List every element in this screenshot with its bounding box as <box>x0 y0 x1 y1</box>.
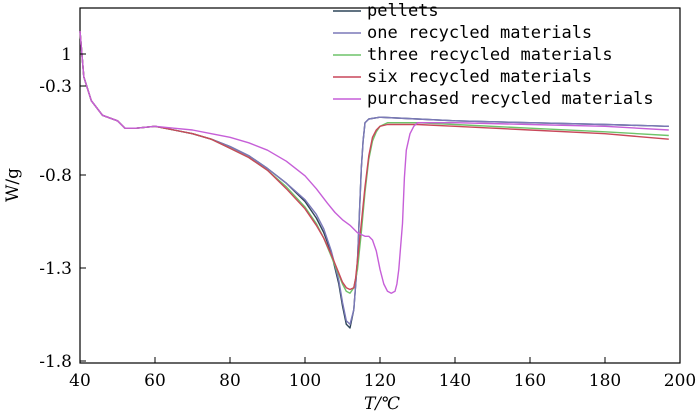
x-tick-label: 120 <box>364 371 396 391</box>
x-tick-label: 140 <box>439 371 471 391</box>
y-tick-label: -0.3 <box>39 77 72 97</box>
series-line-5 <box>79 30 669 294</box>
x-tick-label: 80 <box>219 371 241 391</box>
x-tick-label: 160 <box>514 371 546 391</box>
y-tick-label: -1.8 <box>39 352 72 372</box>
legend-label: purchased recycled materials <box>367 89 654 109</box>
y-tick-label: -0.8 <box>39 166 72 186</box>
legend-label: pellets <box>367 1 439 21</box>
legend-label: one recycled materials <box>367 23 592 43</box>
x-tick-label: 180 <box>589 371 621 391</box>
y-axis-title: W/g <box>3 168 23 202</box>
y-tick-label: -1.3 <box>39 259 72 279</box>
axis-ticks: 40 60 80 100 120 140 160 180 200 1 -0.3 -0.8 -1.3 -1.… <box>39 45 696 391</box>
x-tick-label: 100 <box>289 371 321 391</box>
y-tick-label: 1 <box>61 45 72 65</box>
x-tick-label: 40 <box>69 371 91 391</box>
x-tick-label: 200 <box>664 371 696 391</box>
series-lines <box>79 30 669 329</box>
legend-label: six recycled materials <box>367 67 592 87</box>
x-axis-title: T/℃ <box>364 394 400 414</box>
x-tick-label: 60 <box>144 371 166 391</box>
legend-label: three recycled materials <box>367 45 613 65</box>
